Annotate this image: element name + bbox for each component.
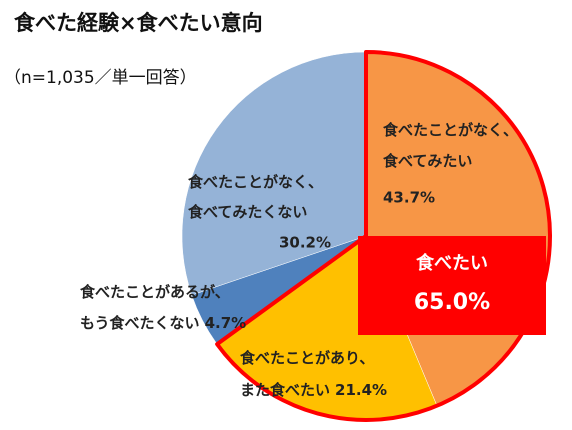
data-label-line: 食べたことがなく、 [383, 121, 518, 139]
value-label: 43.7% [383, 189, 435, 207]
data-label: 食べたことがあるが、もう食べたくない 4.7% [80, 283, 246, 332]
value-label: 30.2% [279, 234, 331, 252]
data-label: 食べたことがあり、また食べたい 21.4% [240, 349, 387, 399]
data-label: 食べたことがなく、食べてみたくない [188, 173, 323, 221]
pie-slice [181, 51, 367, 296]
data-label: 食べたことがなく、食べてみたい [383, 121, 518, 170]
highlight-box [358, 236, 546, 335]
data-label-line: また食べたい [240, 381, 330, 399]
data-label-line: 食べたことがなく、 [188, 173, 323, 191]
data-label-line: もう食べたくない [80, 314, 200, 332]
data-label-line: 食べてみたくない [188, 203, 307, 221]
chart-title: 食べた経験×食べたい意向 [14, 11, 263, 35]
value-label: 4.7% [205, 314, 247, 332]
data-label-line: 食べたことがあるが、 [80, 283, 230, 301]
highlight-value: 65.0% [414, 290, 490, 315]
data-label-line: 食べてみたい [383, 152, 472, 170]
value-label: 21.4% [335, 381, 387, 399]
chart-subtitle: （n=1,035／単一回答） [4, 68, 197, 88]
data-label-line: 食べたことがあり、 [240, 349, 374, 367]
highlight-name: 食べたい [415, 252, 488, 274]
